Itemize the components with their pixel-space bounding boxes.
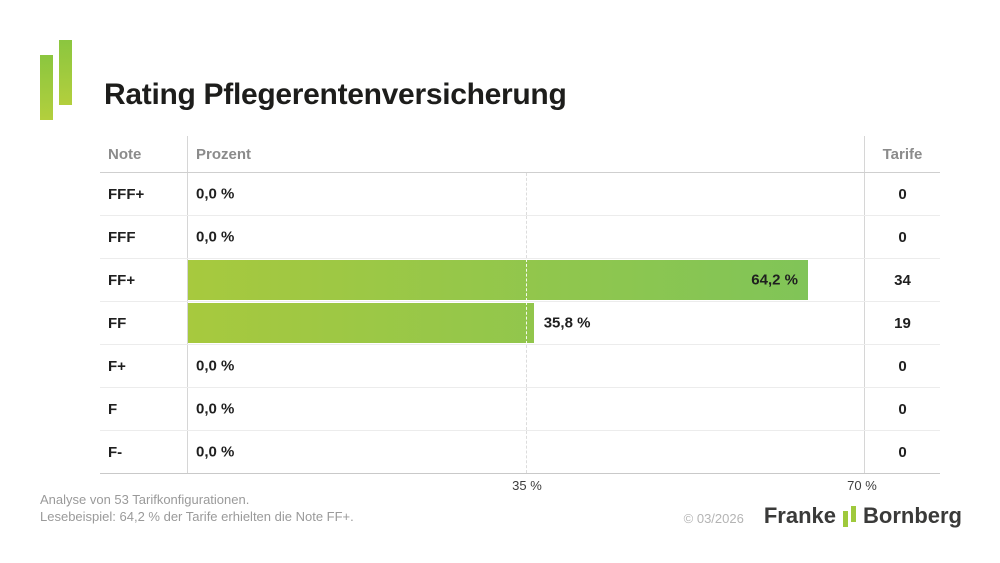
percent-label: 0,0 % — [196, 443, 235, 461]
percent-bar: 64,2 % — [188, 260, 808, 300]
brand-logo-icon — [843, 505, 856, 527]
table-header-row: Note Prozent Tarife — [100, 136, 940, 173]
note-cell: FFF — [100, 216, 188, 258]
tarife-value: 0 — [898, 443, 907, 461]
percent-label: 0,0 % — [196, 185, 235, 203]
tarife-value: 0 — [898, 185, 907, 203]
percent-label: 35,8 % — [543, 314, 591, 332]
note-label: FF — [108, 314, 127, 332]
column-header-note: Note — [100, 136, 188, 172]
gridline-35-percent — [526, 259, 527, 301]
table-row: F- 0,0 % 0 — [100, 431, 940, 473]
franke-bornberg-logo — [40, 40, 73, 120]
copyright: © 03/2026 — [683, 511, 744, 526]
table-row: FFF+ 0,0 % 0 — [100, 173, 940, 216]
table-row: FF 35,8 % 19 — [100, 302, 940, 345]
percent-plot-cell: 0,0 % — [188, 173, 865, 215]
footnote-line-2: Lesebeispiel: 64,2 % der Tarife erhielte… — [40, 508, 354, 524]
tarife-cell: 34 — [865, 259, 940, 301]
tarife-cell: 0 — [865, 345, 940, 387]
tarife-cell: 0 — [865, 173, 940, 215]
table-row: FFF 0,0 % 0 — [100, 216, 940, 259]
logo-bar-left — [40, 55, 53, 120]
percent-label: 0,0 % — [196, 400, 235, 418]
gridline-35-percent — [526, 345, 527, 387]
footnotes: Analyse von 53 Tarifkonfigurationen. Les… — [40, 492, 354, 525]
percent-label: 0,0 % — [196, 228, 235, 246]
percent-plot-cell: 35,8 % — [188, 302, 865, 344]
logo-bar-right — [59, 40, 72, 105]
gridline-35-percent — [526, 431, 527, 473]
percent-plot-cell: 64,2 % — [188, 259, 865, 301]
table-body: FFF+ 0,0 % 0 FFF 0,0 % 0 FF+ 64,2 % — [100, 173, 940, 474]
tarife-value: 19 — [894, 314, 911, 332]
brand-name-franke: Franke — [763, 503, 836, 528]
percent-label: 0,0 % — [196, 357, 235, 375]
percent-plot-cell: 0,0 % — [188, 388, 865, 430]
brand-logo-bar-right — [851, 505, 856, 522]
gridline-35-percent — [526, 173, 527, 215]
rating-table: Note Prozent Tarife FFF+ 0,0 % 0 FFF 0,0… — [100, 136, 940, 500]
brand-line: © 03/2026 Franke Bornberg — [684, 503, 962, 529]
tarife-value: 34 — [894, 271, 911, 289]
note-label: F+ — [108, 357, 126, 375]
tarife-value: 0 — [898, 228, 907, 246]
note-cell: FF+ — [100, 259, 188, 301]
brand-logo-bar-left — [843, 510, 848, 527]
tarife-cell: 0 — [865, 216, 940, 258]
note-cell: F+ — [100, 345, 188, 387]
brand-name-bornberg: Bornberg — [863, 503, 962, 528]
note-label: FF+ — [108, 271, 136, 289]
tarife-cell: 19 — [865, 302, 940, 344]
column-header-prozent: Prozent — [188, 136, 865, 172]
gridline-35-percent — [526, 302, 527, 344]
note-cell: FFF+ — [100, 173, 188, 215]
axis-tick-label-35: 35 % — [512, 478, 542, 493]
note-label: FFF+ — [108, 185, 145, 203]
percent-plot-cell: 0,0 % — [188, 345, 865, 387]
axis-tick-label-70: 70 % — [847, 478, 877, 493]
column-header-tarife: Tarife — [882, 145, 923, 163]
tarife-cell: 0 — [865, 388, 940, 430]
note-cell: F- — [100, 431, 188, 473]
percent-plot-cell: 0,0 % — [188, 216, 865, 258]
gridline-35-percent — [526, 388, 527, 430]
tarife-cell: 0 — [865, 431, 940, 473]
note-label: FFF — [108, 228, 136, 246]
note-cell: FF — [100, 302, 188, 344]
footnote-line-1: Analyse von 53 Tarifkonfigurationen. — [40, 492, 250, 507]
table-row: FF+ 64,2 % 34 — [100, 259, 940, 302]
percent-label: 64,2 % — [751, 271, 798, 289]
page-title: Rating Pflegerentenversicherung — [104, 78, 567, 112]
x-axis: 35 % 70 % — [100, 474, 940, 500]
tarife-value: 0 — [898, 357, 907, 375]
table-row: F+ 0,0 % 0 — [100, 345, 940, 388]
gridline-35-percent — [526, 216, 527, 258]
note-label: F- — [108, 443, 123, 461]
tarife-value: 0 — [898, 400, 907, 418]
note-label: F — [108, 400, 118, 418]
note-cell: F — [100, 388, 188, 430]
percent-plot-cell: 0,0 % — [188, 431, 865, 473]
table-row: F 0,0 % 0 — [100, 388, 940, 431]
percent-bar — [188, 303, 534, 343]
brand-wordmark: Franke Bornberg — [764, 503, 962, 529]
